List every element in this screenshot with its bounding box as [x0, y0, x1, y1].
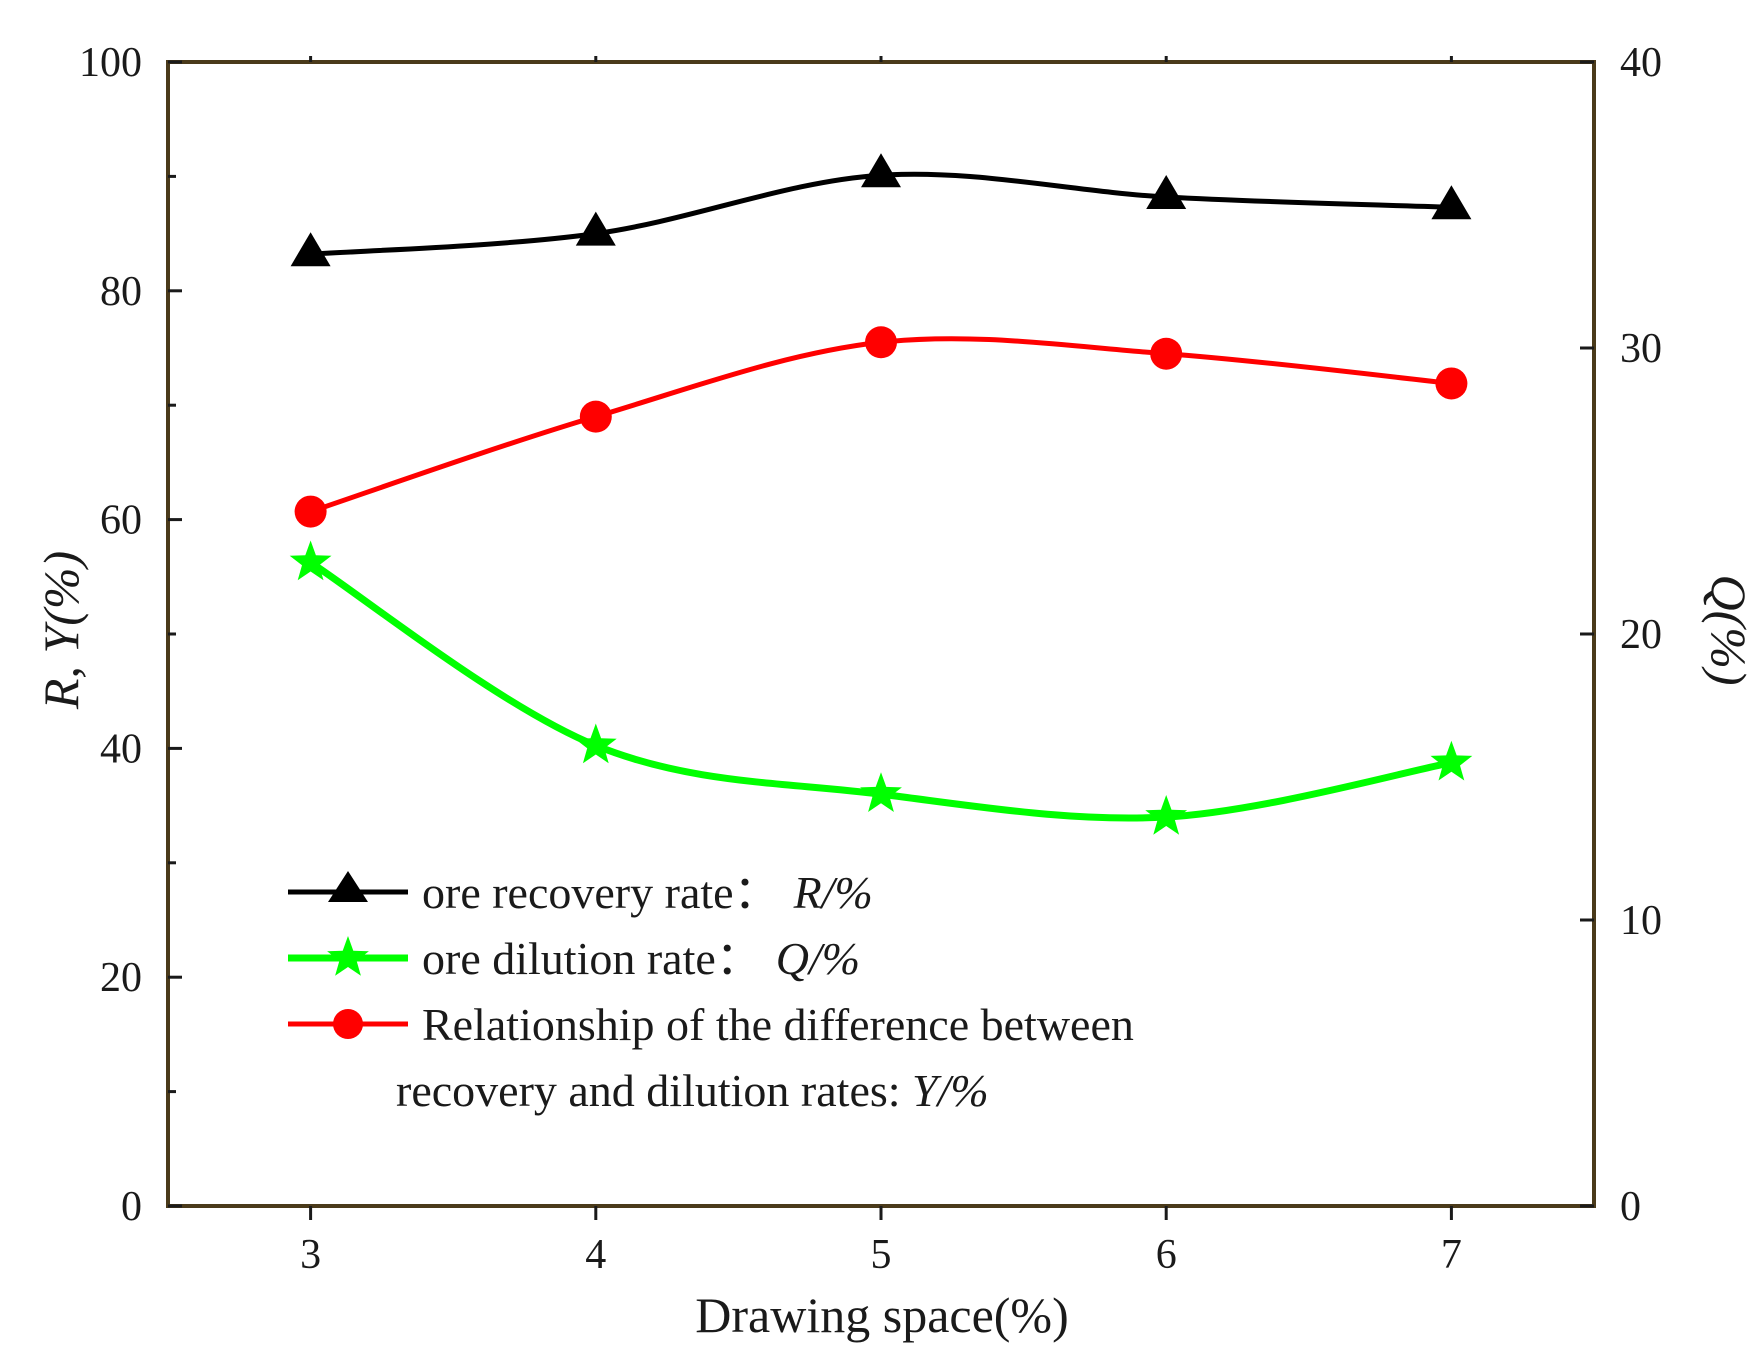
legend-recovery-var: R/% [793, 867, 873, 918]
data-point-star [574, 723, 617, 764]
right-y-axis-title: Q(%) [1701, 574, 1757, 685]
data-point-circle [579, 400, 612, 433]
legend-difference-label-line2: recovery and dilution rates: [396, 1065, 912, 1116]
legend-item-recovery: ore recovery rate： R/% [288, 867, 873, 918]
left-y-tick-label: 0 [121, 1184, 142, 1230]
data-point-star [1145, 795, 1188, 835]
x-tick-label: 5 [871, 1232, 892, 1278]
legend-triangle-icon [328, 871, 368, 902]
x-tick-label: 7 [1441, 1232, 1462, 1278]
data-point-triangle [575, 211, 616, 246]
data-point-circle [865, 326, 897, 359]
legend-difference-var: Y/% [912, 1065, 989, 1116]
left-y-tick-label: 60 [100, 498, 142, 544]
data-point-triangle [1146, 174, 1187, 209]
data-point-circle [294, 495, 327, 528]
series-1 [289, 540, 1473, 835]
legend-recovery-label: ore recovery rate： [422, 867, 780, 918]
x-tick-label: 4 [585, 1232, 606, 1278]
x-axis-title: Drawing space(%) [695, 1287, 1068, 1343]
data-point-star [289, 540, 332, 581]
data-point-circle [1150, 337, 1183, 370]
left-y-tick-label: 20 [100, 955, 142, 1001]
right-y-axis-ticks: 0 10 20 30 40 [1580, 40, 1662, 1230]
legend-item-difference: Relationship of the difference between r… [288, 999, 1134, 1116]
right-y-tick-label: 30 [1620, 326, 1662, 372]
left-y-axis-title: R, Y(%) [33, 551, 89, 710]
data-point-circle [1435, 367, 1468, 400]
left-y-tick-label: 100 [79, 40, 142, 86]
series-2 [294, 326, 1468, 528]
series-layer [289, 153, 1473, 835]
legend-star-icon [327, 936, 369, 976]
x-axis-ticks: 3 4 5 6 7 [300, 56, 1462, 1278]
x-tick-label: 3 [300, 1232, 321, 1278]
left-y-tick-label: 80 [100, 269, 142, 315]
data-point-star [860, 772, 902, 812]
legend-difference-label-line1: Relationship of the difference between [422, 999, 1134, 1050]
right-y-tick-label: 10 [1620, 898, 1662, 944]
legend: ore recovery rate： R/% ore dilution rate：… [288, 867, 1134, 1116]
data-point-star [1430, 740, 1473, 781]
svg-text:ore dilution rate：Q/%: ore dilution rate： Q/% [422, 933, 860, 984]
right-y-tick-label: 40 [1620, 40, 1662, 86]
legend-dilution-var: Q/% [776, 933, 860, 984]
svg-text:recovery and dilution rates: Y: recovery and dilution rates: Y/% [396, 1065, 989, 1116]
svg-text:ore recovery rate：R/%: ore recovery rate： R/% [422, 867, 873, 918]
left-y-axis-ticks: 0 20 40 60 80 100 [79, 40, 182, 1230]
series-0 [290, 153, 1472, 267]
right-y-tick-label: 0 [1620, 1184, 1641, 1230]
left-y-tick-label: 40 [100, 726, 142, 772]
x-tick-label: 6 [1156, 1232, 1177, 1278]
legend-dilution-label: ore dilution rate： [422, 933, 762, 984]
data-point-triangle [861, 153, 901, 188]
legend-item-dilution: ore dilution rate： Q/% [288, 933, 860, 984]
legend-circle-icon [333, 1009, 363, 1039]
right-y-tick-label: 20 [1620, 612, 1662, 658]
data-point-triangle [290, 232, 331, 267]
data-point-triangle [1431, 185, 1472, 220]
